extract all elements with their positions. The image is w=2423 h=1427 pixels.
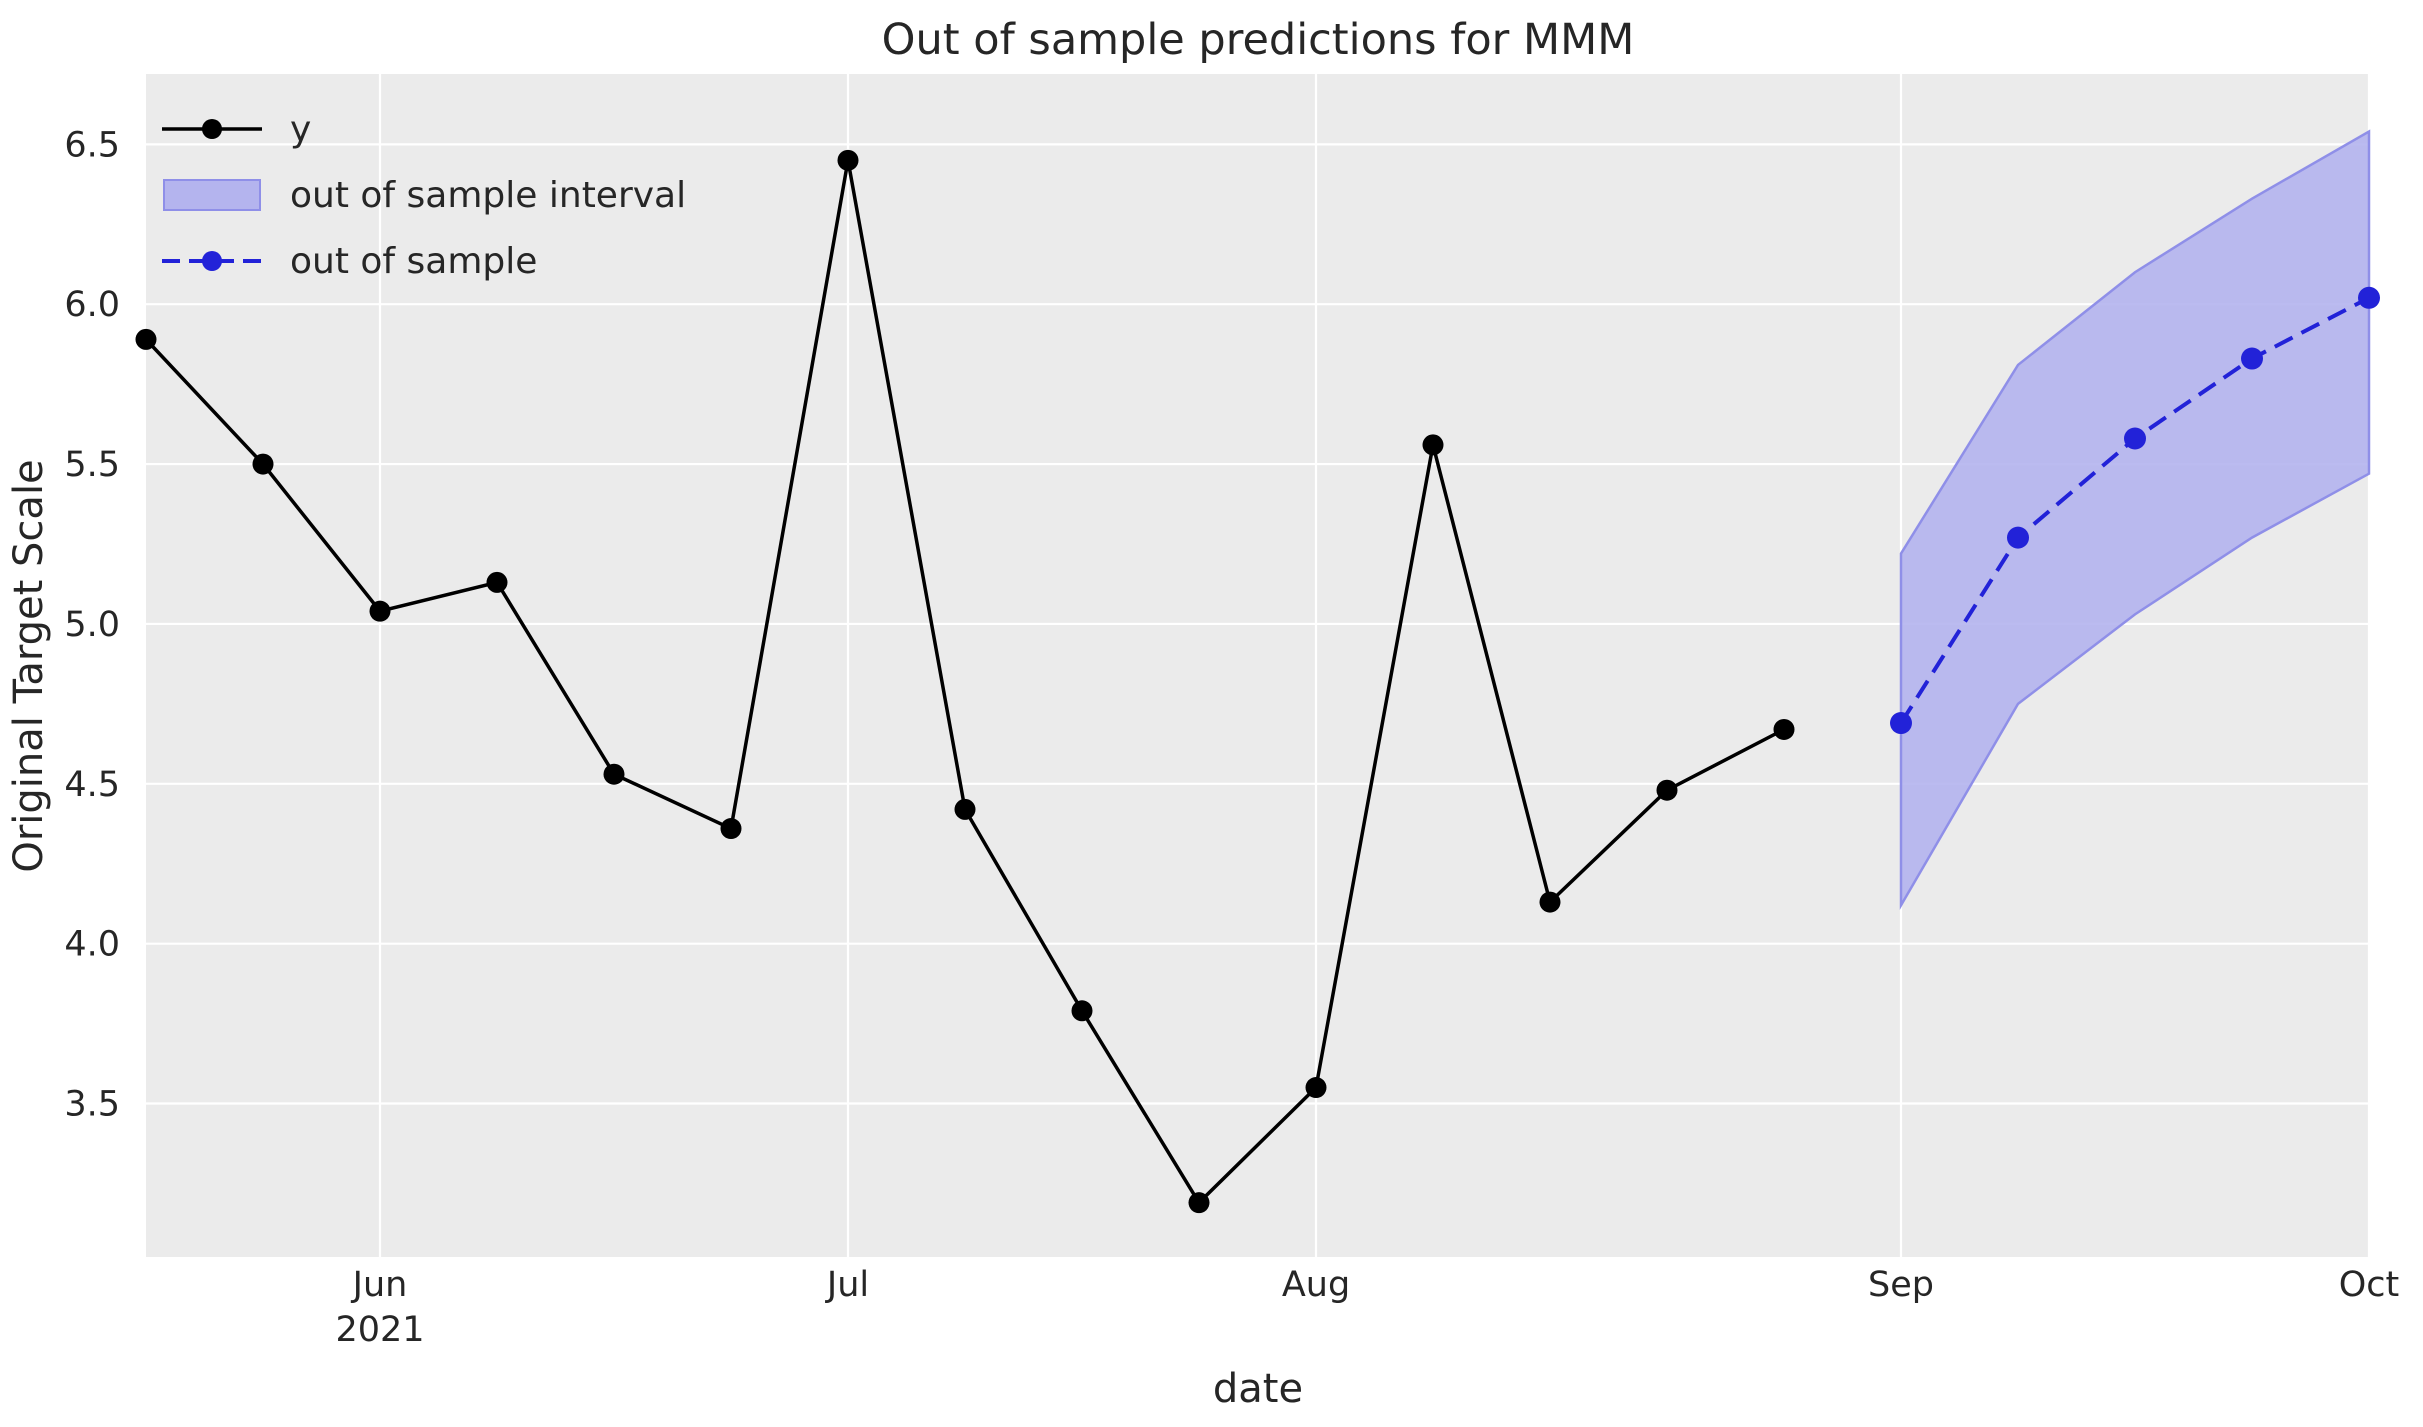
y-tick-label: 4.0: [64, 925, 120, 965]
x-axis-label: date: [1213, 1366, 1303, 1412]
legend-label-out-of-sample: out of sample: [290, 241, 537, 282]
y-data-point: [837, 149, 859, 171]
y-data-point: [1188, 1192, 1210, 1214]
x-tick-label: Sep: [1868, 1265, 1934, 1305]
y-tick-label: 5.0: [64, 605, 120, 645]
y-data-point: [720, 818, 742, 840]
out-of-sample-data-point: [2124, 427, 2146, 450]
chart-title: Out of sample predictions for MMM: [882, 15, 1635, 65]
tick-label-layer: 3.5 4.0 4.5 5.0 5.5 6.0 6.5 Jun 2021 Jul Aug Sep Oct: [64, 125, 2399, 1350]
out-of-sample-data-point: [2007, 526, 2029, 549]
x-tick-label: Oct: [2339, 1265, 2400, 1305]
y-data-point: [369, 600, 391, 622]
legend-label-y: y: [290, 109, 311, 150]
y-data-point: [486, 571, 508, 593]
legend-entry-out-of-sample: out of sample: [162, 241, 537, 282]
y-data-point: [1422, 434, 1444, 456]
forecast-swatch-marker: [202, 251, 222, 271]
y-tick-label: 4.5: [64, 765, 120, 805]
y-tick-label: 6.5: [64, 125, 120, 165]
y-axis-label: Original Target Scale: [6, 459, 52, 872]
y-data-point: [1656, 779, 1678, 801]
legend: y out of sample interval out of sample: [162, 109, 686, 282]
y-data-point: [954, 798, 976, 820]
y-tick-label: 3.5: [64, 1085, 120, 1125]
legend-entry-interval: out of sample interval: [163, 175, 686, 216]
series-layer: [135, 149, 2380, 1214]
legend-label-interval: out of sample interval: [290, 175, 686, 216]
out-of-sample-data-point: [2241, 347, 2263, 370]
interval-band-layer: [1899, 129, 2371, 910]
y-tick-label: 6.0: [64, 285, 120, 325]
out-of-sample-interval-band: [1899, 129, 2371, 910]
out-of-sample-data-point: [1890, 712, 1912, 735]
x-tick-label: Aug: [1282, 1265, 1350, 1305]
y-data-point: [1539, 891, 1561, 913]
interval-swatch-patch: [163, 179, 261, 211]
y-data-point: [252, 453, 274, 475]
y-tick-label: 5.5: [64, 445, 120, 485]
x-tick-year-label: 2021: [335, 1310, 424, 1350]
y-data-point: [135, 328, 157, 350]
y-data-point: [1773, 718, 1795, 740]
legend-entry-y: y: [162, 109, 311, 150]
x-tick-label: Jul: [825, 1265, 869, 1305]
y-series-swatch-marker: [202, 119, 222, 139]
out-of-sample-data-point: [2358, 286, 2380, 309]
y-data-point: [1071, 1000, 1093, 1022]
y-data-point: [1305, 1077, 1327, 1099]
x-tick-label: Jun: [351, 1265, 408, 1305]
y-data-point: [603, 763, 625, 785]
